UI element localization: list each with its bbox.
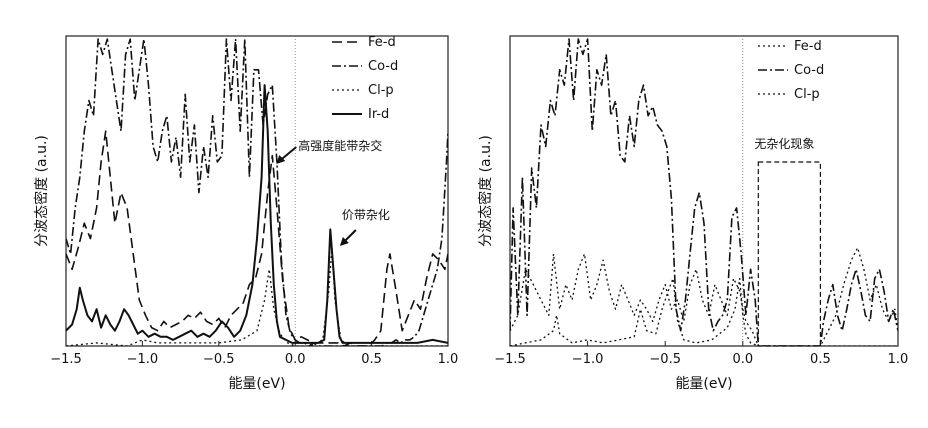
panel-1-xtick-label: 0.5 — [361, 352, 382, 367]
panel-2-xlabel: 能量(eV) — [675, 376, 732, 392]
panel-1-series-cl-p — [66, 248, 448, 346]
panel-1-series-ir-d — [66, 85, 448, 343]
panel-2-series-cl-p — [510, 279, 898, 347]
panel-2-frame — [510, 36, 898, 346]
panel-2-series-co-d — [510, 39, 898, 346]
panel-1-annotation-valence: 价带杂化 — [342, 208, 390, 222]
panel-1-xtick-label: −1.0 — [127, 352, 159, 367]
panel-1-legend-label-cl-p: Cl-p — [368, 83, 394, 98]
panel-1-annotation-hybridization: 高强度能带杂交 — [298, 138, 382, 153]
panel-1-xtick-label: −1.5 — [50, 352, 82, 367]
panel-2-no-hybridization-box — [758, 162, 820, 346]
panel-2-xtick-label: 0.5 — [810, 352, 831, 367]
panel-2-xtick-label: −0.5 — [649, 352, 681, 367]
panel-2-legend-label-fe-d: Fe-d — [794, 39, 822, 54]
panel-2-annotation-no-hybridization: 无杂化现象 — [754, 137, 814, 151]
panel-2-series-fe-d — [510, 248, 898, 346]
panel-2-xtick-label: −1.5 — [494, 352, 526, 367]
panel-2-xtick-label: 0.0 — [732, 352, 753, 367]
panel-2-legend-label-cl-p: Cl-p — [794, 87, 820, 102]
panel-2-xtick-label: 1.0 — [888, 352, 909, 367]
panel-2-legend-label-co-d: Co-d — [794, 63, 824, 78]
panel-1-xtick-label: −0.5 — [203, 352, 235, 367]
panel-2-ylabel: 分波态密度 (a.u.) — [477, 135, 494, 247]
panel-1-legend-label-fe-d: Fe-d — [368, 35, 396, 50]
panel-2-xtick-label: −1.0 — [572, 352, 604, 367]
panel-1-xtick-label: 1.0 — [438, 352, 459, 367]
panel-1-ylabel: 分波态密度 (a.u.) — [33, 135, 50, 247]
panel-1-xtick-label: 0.0 — [285, 352, 306, 367]
panel-1-xlabel: 能量(eV) — [228, 376, 285, 392]
panel-1-legend-label-ir-d: Ir-d — [368, 107, 389, 122]
panel-1-legend-label-co-d: Co-d — [368, 59, 398, 74]
